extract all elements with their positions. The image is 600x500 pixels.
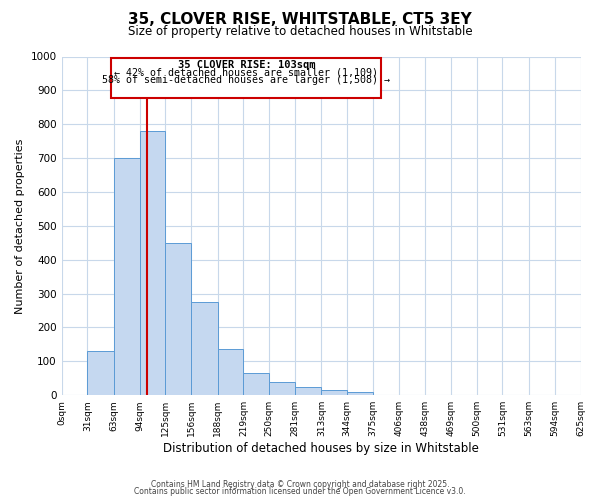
Bar	[295, 386, 322, 395]
Bar	[166, 243, 191, 395]
Text: Size of property relative to detached houses in Whitstable: Size of property relative to detached ho…	[128, 25, 472, 38]
Text: ← 42% of detached houses are smaller (1,109): ← 42% of detached houses are smaller (1,…	[114, 68, 378, 78]
FancyBboxPatch shape	[112, 58, 381, 98]
Bar	[244, 373, 269, 395]
Text: Contains public sector information licensed under the Open Government Licence v3: Contains public sector information licen…	[134, 488, 466, 496]
Bar	[269, 382, 295, 395]
Text: 58% of semi-detached houses are larger (1,508) →: 58% of semi-detached houses are larger (…	[102, 75, 390, 85]
Bar	[347, 392, 373, 395]
Bar	[87, 351, 114, 395]
Bar	[218, 350, 244, 395]
Text: 35, CLOVER RISE, WHITSTABLE, CT5 3EY: 35, CLOVER RISE, WHITSTABLE, CT5 3EY	[128, 12, 472, 28]
Bar	[322, 390, 347, 395]
X-axis label: Distribution of detached houses by size in Whitstable: Distribution of detached houses by size …	[163, 442, 479, 455]
Bar	[191, 302, 218, 395]
Text: 35 CLOVER RISE: 103sqm: 35 CLOVER RISE: 103sqm	[178, 60, 315, 70]
Y-axis label: Number of detached properties: Number of detached properties	[15, 138, 25, 314]
Text: Contains HM Land Registry data © Crown copyright and database right 2025.: Contains HM Land Registry data © Crown c…	[151, 480, 449, 489]
Bar	[114, 158, 140, 395]
Bar	[140, 131, 166, 395]
